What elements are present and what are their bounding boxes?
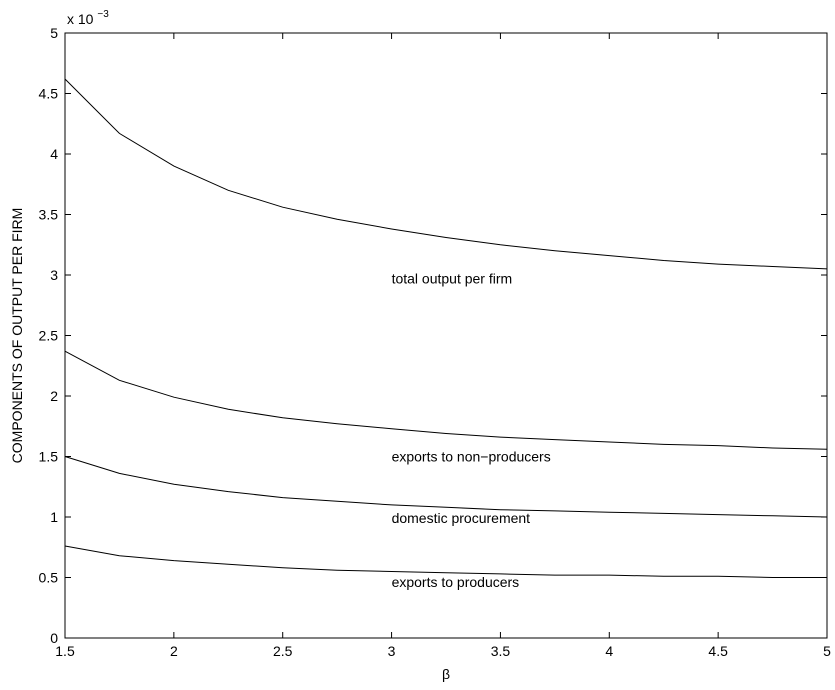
annotation-label: exports to producers — [392, 574, 520, 590]
y-tick-label: 0.5 — [39, 570, 59, 586]
x-tick-label: 1.5 — [55, 643, 75, 659]
series-line-4 — [64, 545, 827, 578]
y-tick-label: 3.5 — [39, 207, 59, 223]
annotation-label: domestic procurement — [392, 510, 531, 526]
x-tick-label: 3.5 — [491, 643, 511, 659]
annotation-label: total output per firm — [392, 270, 513, 286]
y-axis-label: COMPONENTS OF OUTPUT PER FIRM — [9, 208, 25, 464]
y-tick-label: 1.5 — [39, 449, 59, 465]
x-tick-label: 5 — [823, 643, 831, 659]
plot-area — [64, 32, 828, 639]
y-tick-label: 4.5 — [39, 86, 59, 102]
series-lines — [64, 78, 828, 578]
x-tick-label: 4 — [605, 643, 613, 659]
y-tick-label: 2 — [50, 388, 58, 404]
y-tick-label: 3 — [50, 267, 58, 283]
series-line-3 — [64, 456, 828, 518]
axis-ticks: 1.5 2 2.5 3 3.5 4 4.5 5 0 0.5 1 1.5 2 2.5 3 3.5 4 4.5 5 — [39, 25, 832, 659]
y-tick-label: 2.5 — [39, 328, 59, 344]
x-tick-label: 3 — [388, 643, 396, 659]
annotation-label: exports to non−producers — [392, 448, 551, 464]
y-axis-multiplier: x 10 −3 — [67, 9, 109, 27]
x-tick-label: 4.5 — [708, 643, 728, 659]
y-tick-label: 1 — [50, 509, 58, 525]
x-axis-label: β — [442, 666, 450, 682]
series-line-1 — [64, 78, 828, 270]
y-tick-label: 0 — [50, 630, 58, 646]
x-tick-label: 2 — [170, 643, 178, 659]
y-multiplier-base: x 10 — [67, 11, 94, 27]
series-line-2 — [64, 350, 828, 450]
x-tick-label: 2.5 — [273, 643, 293, 659]
y-multiplier-exponent: −3 — [97, 9, 109, 20]
annotations: total output per firm exports to non−prod… — [392, 270, 551, 590]
y-tick-label: 4 — [50, 146, 58, 162]
y-tick-label: 5 — [50, 25, 58, 41]
